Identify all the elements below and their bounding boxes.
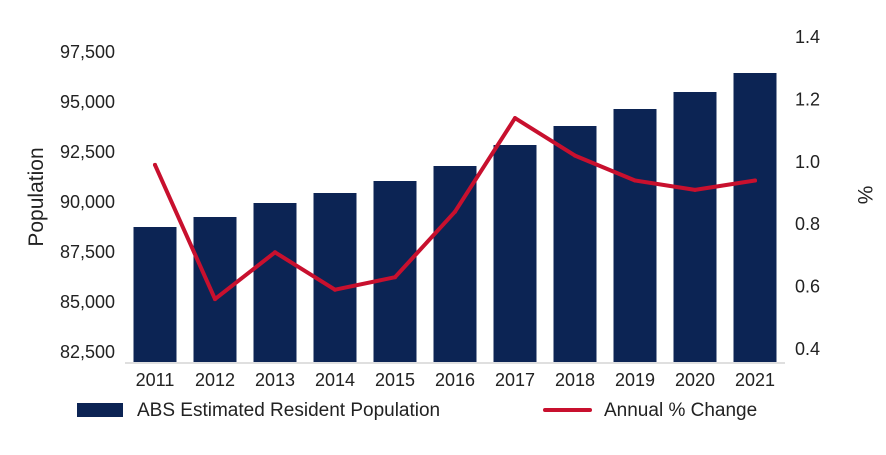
right-tick-label: 1.2 xyxy=(795,89,820,109)
line-point-2017 xyxy=(513,116,517,121)
legend: ABS Estimated Resident Population Annual… xyxy=(77,400,757,421)
bar-2018 xyxy=(553,126,597,362)
right-axis-ticks: 0.4 0.6 0.8 1.0 1.2 1.4 xyxy=(795,27,820,359)
left-tick-label: 90,000 xyxy=(60,192,115,212)
left-tick-label: 87,500 xyxy=(60,242,115,262)
bar-2013 xyxy=(253,203,297,362)
right-tick-label: 0.8 xyxy=(795,214,820,234)
line-point-2013 xyxy=(273,250,277,255)
bar-2020 xyxy=(673,92,717,362)
right-axis-title: % xyxy=(853,186,876,205)
right-tick-label: 0.6 xyxy=(795,277,820,297)
x-axis-ticks: 2011 2012 2013 2014 2015 2016 2017 2018 2019 2020… xyxy=(136,370,775,390)
right-tick-label: 0.4 xyxy=(795,339,820,359)
legend-line-label: Annual % Change xyxy=(604,400,757,421)
legend-bar-label: ABS Estimated Resident Population xyxy=(137,400,440,421)
x-tick-label: 2014 xyxy=(315,370,355,390)
x-tick-label: 2012 xyxy=(195,370,235,390)
left-axis-ticks: 82,500 85,000 87,500 90,000 92,500 95,000 97,5… xyxy=(60,42,115,362)
x-tick-label: 2011 xyxy=(136,370,175,390)
x-tick-label: 2015 xyxy=(375,370,415,390)
x-tick-label: 2017 xyxy=(495,370,535,390)
left-tick-label: 82,500 xyxy=(60,342,115,362)
x-tick-label: 2016 xyxy=(435,370,475,390)
line-point-2019 xyxy=(633,178,637,183)
legend-bar-swatch xyxy=(77,403,123,417)
line-point-2021 xyxy=(753,178,757,183)
bar-2011 xyxy=(133,227,177,362)
bar-2017 xyxy=(493,145,537,362)
line-point-2020 xyxy=(693,187,697,192)
right-tick-label: 1.4 xyxy=(795,27,820,47)
line-point-2015 xyxy=(393,275,397,280)
line-point-2011 xyxy=(153,162,157,167)
line-point-2014 xyxy=(333,287,337,292)
line-point-2016 xyxy=(453,209,457,214)
bar-2015 xyxy=(373,181,417,362)
x-tick-label: 2019 xyxy=(615,370,655,390)
left-tick-label: 97,500 xyxy=(60,42,115,62)
bar-2019 xyxy=(613,109,657,362)
left-tick-label: 95,000 xyxy=(60,92,115,112)
left-axis-title: Population xyxy=(25,147,48,246)
bar-2016 xyxy=(433,166,477,362)
x-tick-label: 2018 xyxy=(555,370,595,390)
right-tick-label: 1.0 xyxy=(795,152,820,172)
x-tick-label: 2021 xyxy=(735,370,775,390)
line-point-2012 xyxy=(213,297,217,302)
bar-series xyxy=(133,73,777,362)
bar-2014 xyxy=(313,193,357,362)
x-tick-label: 2020 xyxy=(675,370,715,390)
bar-2021 xyxy=(733,73,777,362)
x-tick-label: 2013 xyxy=(255,370,295,390)
line-point-2018 xyxy=(573,153,577,158)
left-tick-label: 85,000 xyxy=(60,292,115,312)
left-tick-label: 92,500 xyxy=(60,142,115,162)
